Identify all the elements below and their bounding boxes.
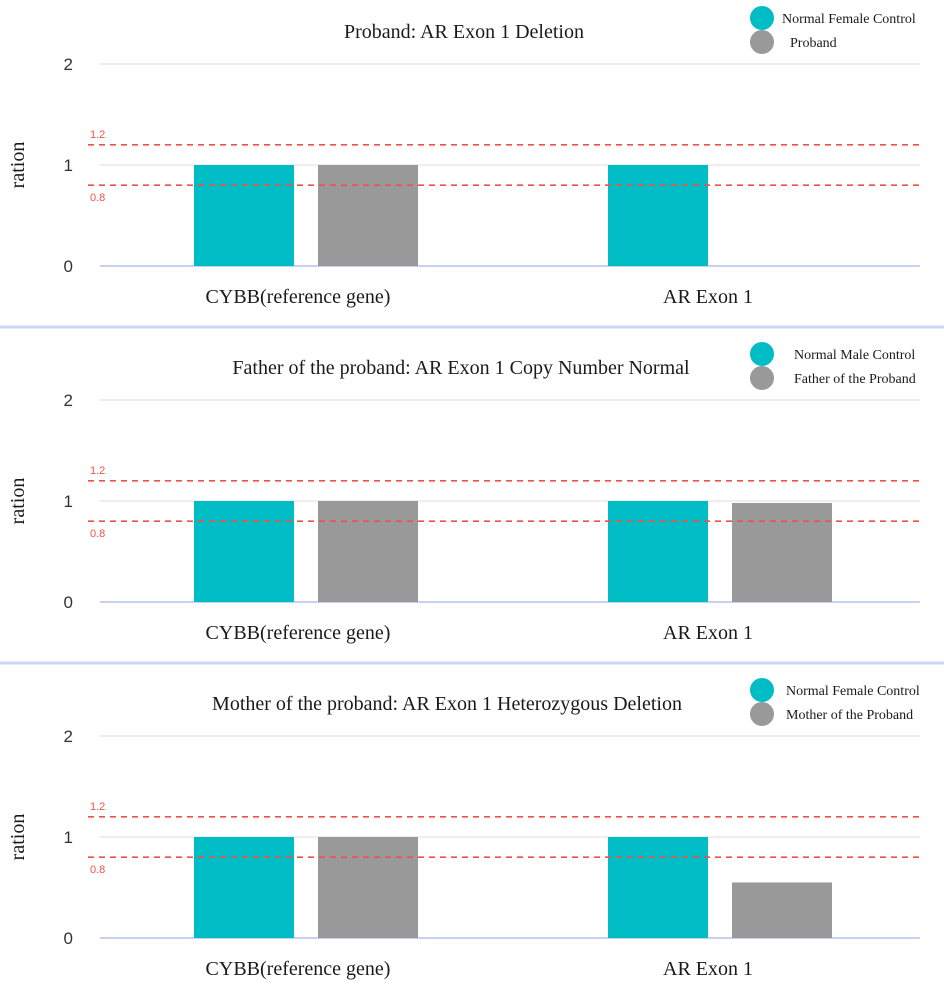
reference-line-label: 1.2 bbox=[90, 129, 105, 141]
legend-label-2: Mother of the Proband bbox=[786, 708, 913, 723]
x-category-label: AR Exon 1 bbox=[663, 958, 753, 980]
legend-marker-2 bbox=[750, 366, 774, 390]
bar-control-1 bbox=[194, 501, 294, 602]
chart-title: Mother of the proband: AR Exon 1 Heteroz… bbox=[212, 693, 682, 715]
x-category-label: CYBB(reference gene) bbox=[206, 286, 391, 308]
chart-panel-1: Proband: AR Exon 1 Deletion Normal Female… bbox=[0, 6, 944, 329]
y-axis-label: ration bbox=[7, 814, 29, 861]
legend-label-1: Normal Female Control bbox=[782, 12, 916, 27]
x-category-label: CYBB(reference gene) bbox=[206, 958, 391, 980]
legend-label-1: Normal Male Control bbox=[794, 348, 915, 363]
y-axis-label: ration bbox=[7, 478, 29, 525]
bar-control-2 bbox=[608, 837, 708, 938]
bar-subject-2 bbox=[732, 503, 832, 602]
y-tick-label: 2 bbox=[64, 727, 73, 746]
bar-control-1 bbox=[194, 165, 294, 266]
chart-panel-3: Mother of the proband: AR Exon 1 Heteroz… bbox=[7, 678, 920, 980]
x-category-label: CYBB(reference gene) bbox=[206, 622, 391, 644]
legend-label-2: Father of the Proband bbox=[794, 372, 916, 387]
y-tick-label: 0 bbox=[64, 257, 73, 276]
bar-subject-1 bbox=[318, 165, 418, 266]
reference-line-label: 0.8 bbox=[90, 528, 105, 540]
legend-marker-2 bbox=[750, 30, 774, 54]
y-tick-label: 1 bbox=[64, 492, 73, 511]
chart-panel-2: Father of the proband: AR Exon 1 Copy Nu… bbox=[0, 342, 944, 665]
bar-subject-1 bbox=[318, 501, 418, 602]
y-tick-label: 2 bbox=[64, 55, 73, 74]
reference-line-label: 1.2 bbox=[90, 465, 105, 477]
legend-marker-1 bbox=[750, 342, 774, 366]
bar-control-2 bbox=[608, 165, 708, 266]
reference-line-label: 1.2 bbox=[90, 801, 105, 813]
reference-line-label: 0.8 bbox=[90, 192, 105, 204]
x-category-label: AR Exon 1 bbox=[663, 622, 753, 644]
x-category-label: AR Exon 1 bbox=[663, 286, 753, 308]
bar-control-1 bbox=[194, 837, 294, 938]
legend-label-2: Proband bbox=[790, 36, 837, 51]
y-tick-label: 2 bbox=[64, 391, 73, 410]
legend-marker-2 bbox=[750, 702, 774, 726]
legend-marker-1 bbox=[750, 6, 774, 30]
reference-line-label: 0.8 bbox=[90, 864, 105, 876]
bar-subject-1 bbox=[318, 837, 418, 938]
chart-title: Father of the proband: AR Exon 1 Copy Nu… bbox=[232, 357, 690, 379]
bar-subject-2 bbox=[732, 882, 832, 938]
y-tick-label: 1 bbox=[64, 156, 73, 175]
legend-label-1: Normal Female Control bbox=[786, 684, 920, 699]
bar-control-2 bbox=[608, 501, 708, 602]
y-tick-label: 1 bbox=[64, 828, 73, 847]
legend-marker-1 bbox=[750, 678, 774, 702]
y-tick-label: 0 bbox=[64, 929, 73, 948]
y-tick-label: 0 bbox=[64, 593, 73, 612]
y-axis-label: ration bbox=[7, 142, 29, 189]
chart-title: Proband: AR Exon 1 Deletion bbox=[344, 21, 584, 43]
